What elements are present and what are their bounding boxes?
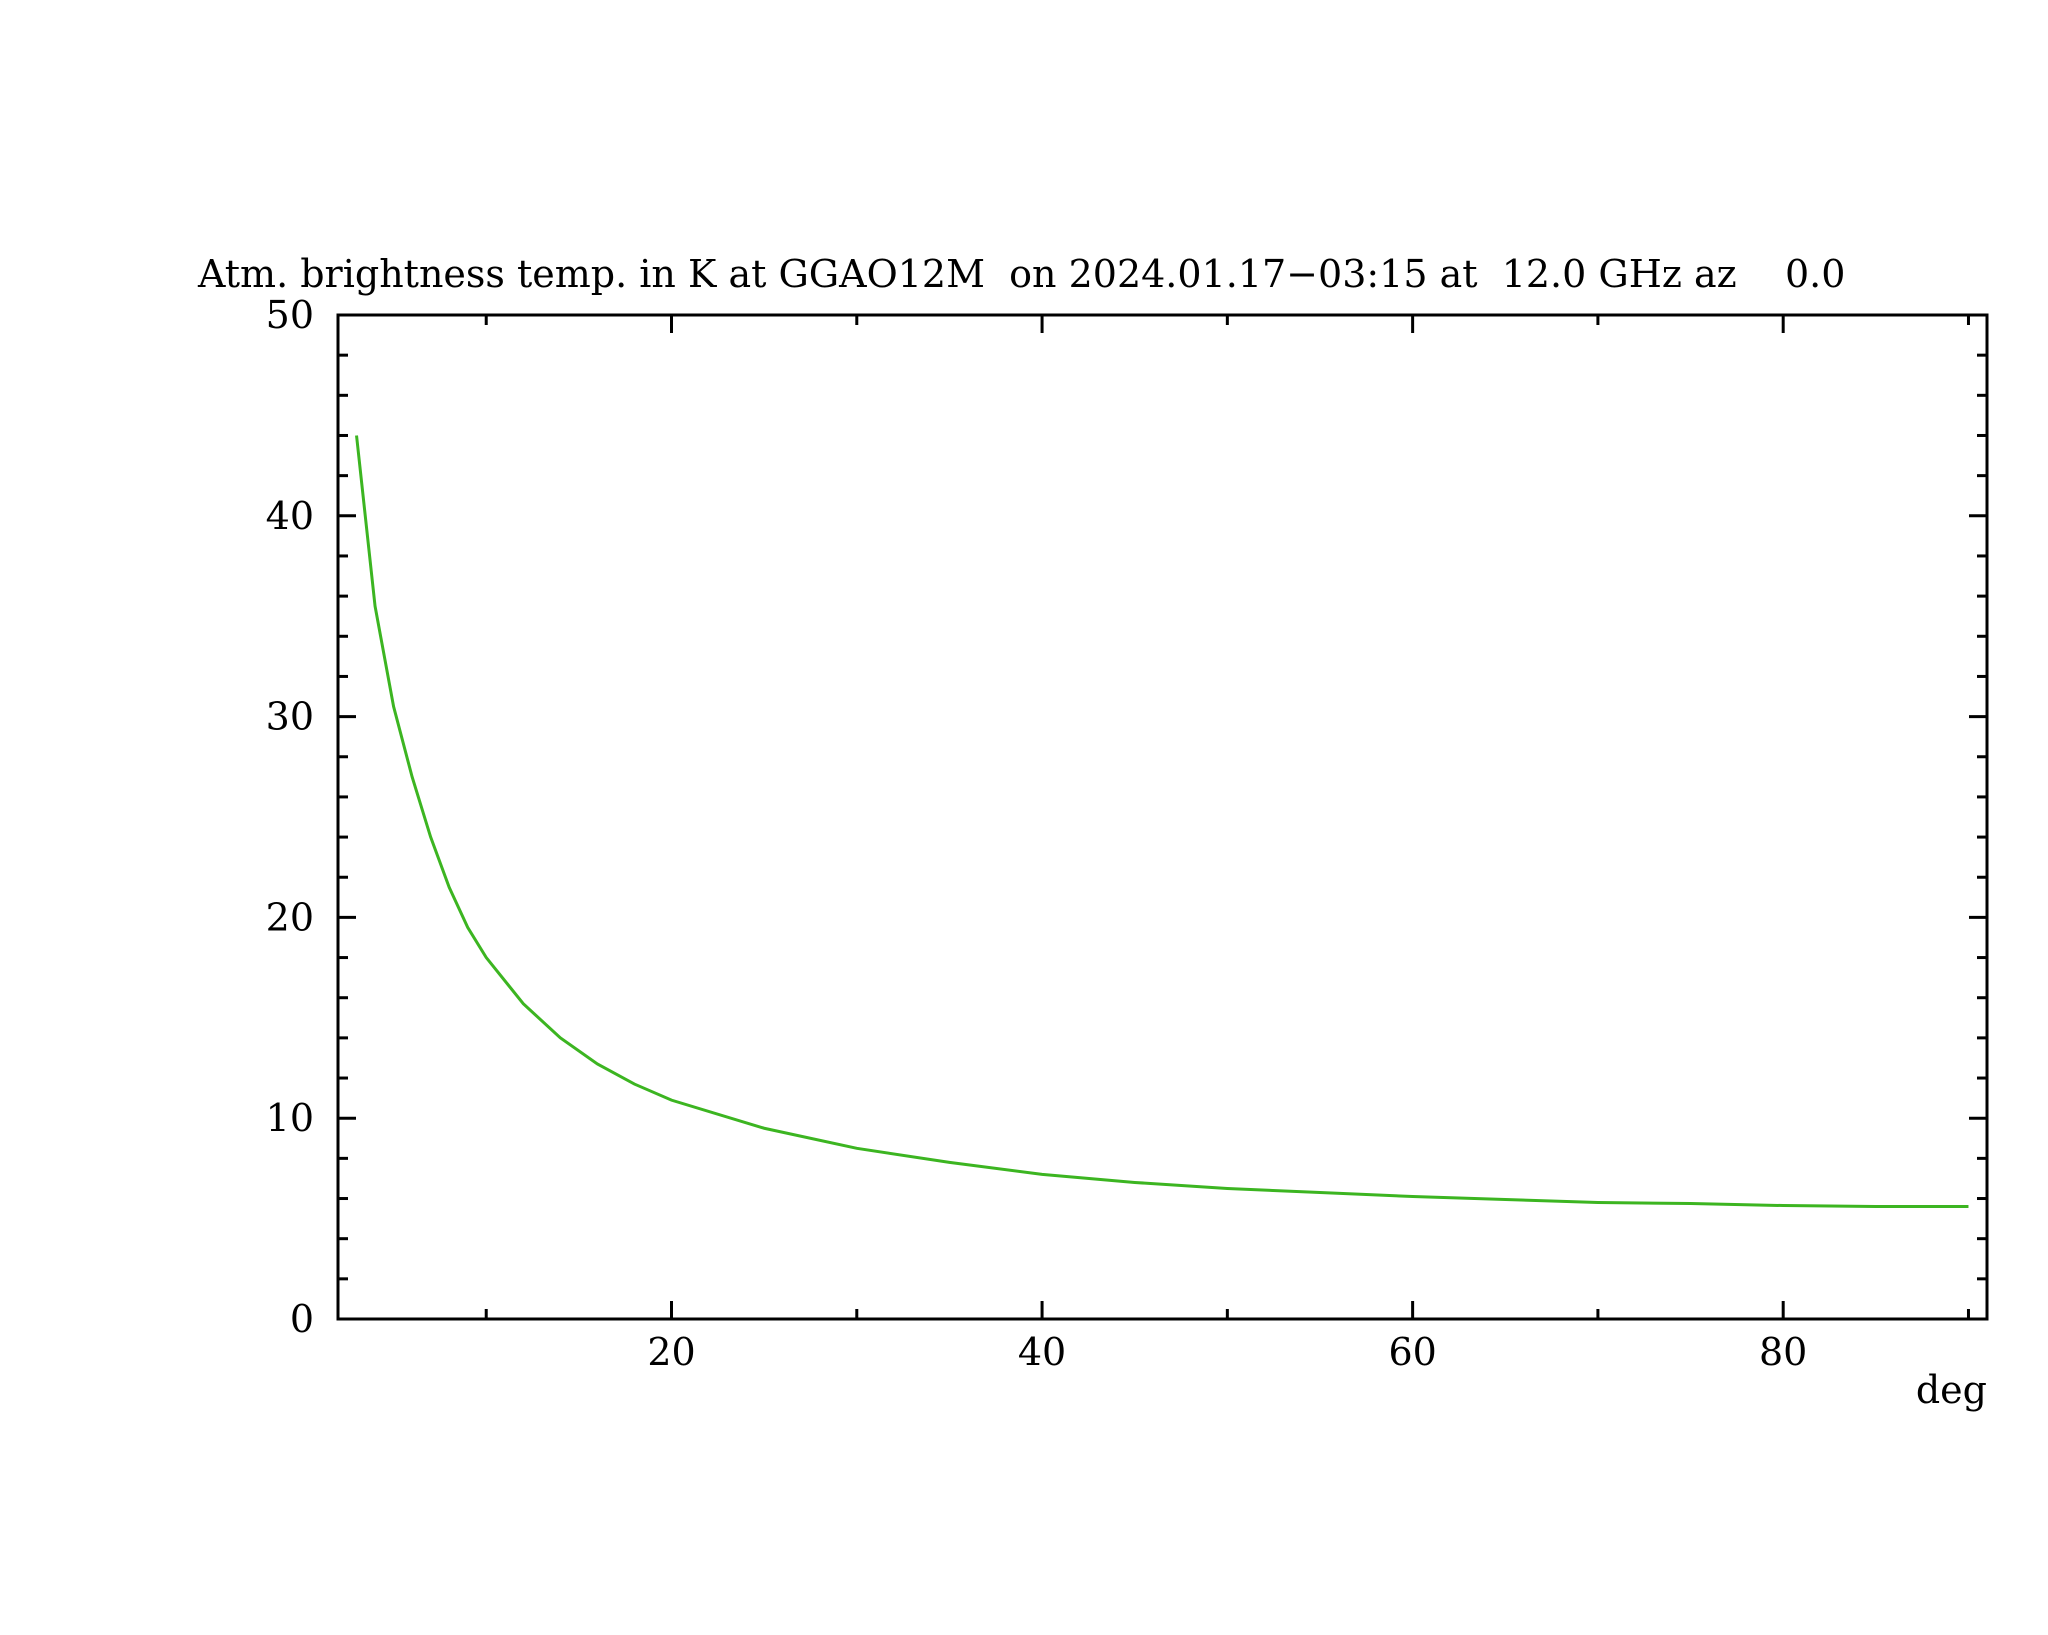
y-tick-label: 20 — [266, 895, 314, 939]
x-tick-label: 60 — [1388, 1330, 1436, 1374]
x-tick-label: 40 — [1018, 1330, 1066, 1374]
y-tick-label: 50 — [266, 293, 314, 337]
chart-title: Atm. brightness temp. in K at GGAO12M on… — [197, 252, 1845, 296]
y-tick-label: 0 — [290, 1297, 314, 1341]
plot-frame — [336, 313, 1989, 1321]
x-tick-label: 80 — [1759, 1330, 1807, 1374]
x-tick-label: 20 — [647, 1330, 695, 1374]
y-tick-label: 10 — [266, 1096, 314, 1140]
y-tick-label: 30 — [266, 695, 314, 739]
x-axis-label: deg — [1916, 1368, 1987, 1412]
data-line — [355, 435, 1969, 1209]
y-tick-label: 40 — [266, 494, 314, 538]
